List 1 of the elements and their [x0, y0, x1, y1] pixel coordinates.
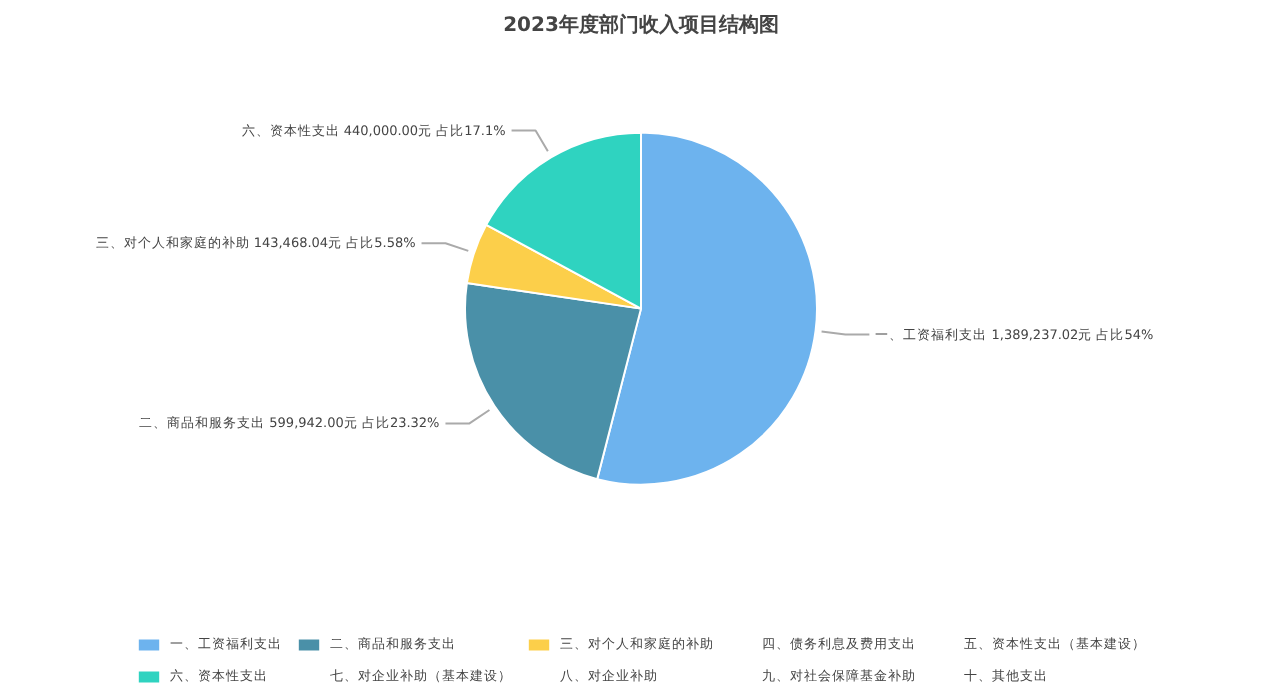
chart-title: 2023年度部门收入项目结构图: [503, 13, 779, 37]
